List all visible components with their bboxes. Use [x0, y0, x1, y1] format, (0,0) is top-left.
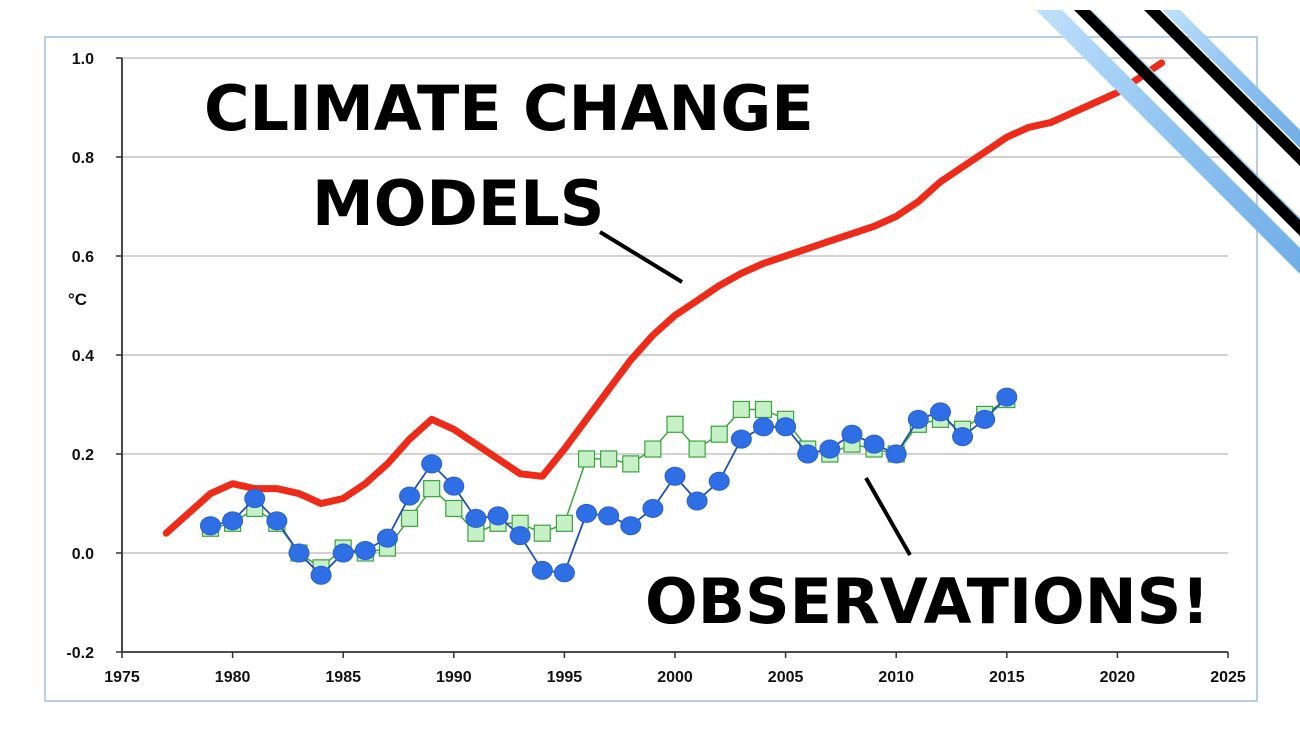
x-tick-labels: 1975 1980 1985 1990 1995 2000 2005 2010 2015 2020… [104, 669, 1246, 686]
observations-green-line [210, 398, 1008, 569]
x-tick-label: 2000 [657, 669, 693, 686]
corner-ribbon [1036, 10, 1300, 274]
observations-blue-point [487, 506, 509, 526]
chart-frame [44, 36, 1258, 702]
observations-blue-point [620, 516, 642, 536]
observations-blue-point [354, 541, 376, 561]
observations-blue-point [775, 417, 797, 437]
observations-blue-point [974, 409, 996, 429]
observations-blue-point [863, 434, 885, 454]
observations-green-point [732, 400, 750, 419]
observations-green-point [577, 450, 596, 468]
observations-blue-point [819, 439, 841, 459]
observations-blue-point [576, 503, 598, 523]
observations-blue-point [996, 387, 1018, 407]
observations-green-point [555, 514, 574, 532]
observations-blue-point [598, 506, 620, 526]
observations-green-point [400, 509, 419, 527]
observations-blue-point [730, 429, 752, 449]
observations-blue-point [399, 486, 421, 506]
observations-green-point [754, 400, 773, 419]
x-tick-label: 1995 [547, 669, 583, 686]
x-tick-label: 2015 [989, 669, 1025, 686]
models-annotation-line2: MODELS [312, 167, 604, 240]
ribbon-stripe-2 [1144, 10, 1300, 166]
axes [116, 57, 1229, 658]
observations-blue-point [553, 563, 575, 583]
observations-blue-point [907, 409, 929, 429]
y-tick-label: 1.0 [72, 51, 94, 68]
models-series-line [162, 59, 1166, 537]
observations-blue-point [664, 466, 686, 486]
observations-blue-point [199, 516, 221, 536]
observations-green-point [600, 450, 618, 468]
observations-blue-point [929, 402, 951, 422]
observations-blue-point [708, 471, 730, 491]
x-tick-label: 1990 [436, 669, 472, 686]
models-annotation-line1: CLIMATE CHANGE [204, 72, 814, 145]
observations-blue-point [642, 498, 664, 518]
observations-blue-point [376, 528, 398, 548]
x-tick-label: 2010 [878, 669, 914, 686]
y-tick-label: 0.0 [72, 546, 94, 563]
observations-green-point [445, 499, 463, 518]
observations-blue-point [266, 511, 288, 531]
y-tick-labels: 1.0 0.8 0.6 0.4 0.2 0.0 -0.2 [66, 51, 94, 662]
observations-green-point [710, 425, 728, 443]
observations-blue-point [310, 565, 332, 585]
observations-green-point [533, 524, 551, 542]
observations-blue-point [797, 444, 819, 464]
x-tick-label: 1985 [325, 669, 361, 686]
x-tick-label: 2025 [1210, 669, 1246, 686]
observations-blue-point [885, 444, 907, 464]
observations-pointer-line [864, 477, 912, 556]
x-tick-label: 2020 [1100, 669, 1136, 686]
models-pointer-line [598, 230, 684, 284]
ribbon-band-outer [1036, 10, 1300, 274]
y-axis-label: °C [68, 290, 87, 309]
y-tick-label: 0.2 [72, 447, 94, 464]
observations-blue-point [752, 417, 774, 437]
observations-blue-point [465, 508, 487, 528]
y-tick-label: -0.2 [66, 645, 94, 662]
observations-annotation: OBSERVATIONS! [645, 565, 1210, 638]
observations-green-point [644, 440, 662, 458]
x-tick-label: 2005 [768, 669, 804, 686]
observations-blue-point [531, 560, 553, 580]
y-tick-label: 0.6 [72, 249, 94, 266]
observations-blue-line [210, 396, 1008, 577]
observations-blue-point [686, 491, 708, 511]
y-tick-label: 0.8 [72, 150, 94, 167]
observations-blue-point [222, 511, 244, 531]
observations-blue-point [509, 526, 531, 546]
ribbon-band-right [1162, 10, 1300, 148]
observations-green-point [688, 440, 706, 458]
observations-blue-point [332, 543, 354, 563]
observations-green-point [622, 455, 640, 473]
ribbon-stripe-1 [1074, 10, 1300, 236]
observations-green-point [666, 415, 684, 433]
x-tick-label: 1980 [215, 669, 251, 686]
series [162, 59, 1166, 585]
grid-lines [122, 57, 1228, 554]
y-tick-label: 0.4 [72, 348, 94, 365]
observations-green-point [423, 480, 441, 498]
observations-blue-point [421, 454, 443, 474]
observations-blue-point [952, 427, 974, 447]
x-tick-label: 1975 [104, 669, 140, 686]
observations-blue-point [443, 476, 465, 496]
observations-blue-point [244, 489, 266, 509]
observations-blue-point [288, 543, 310, 563]
observations-blue-point [841, 424, 863, 444]
